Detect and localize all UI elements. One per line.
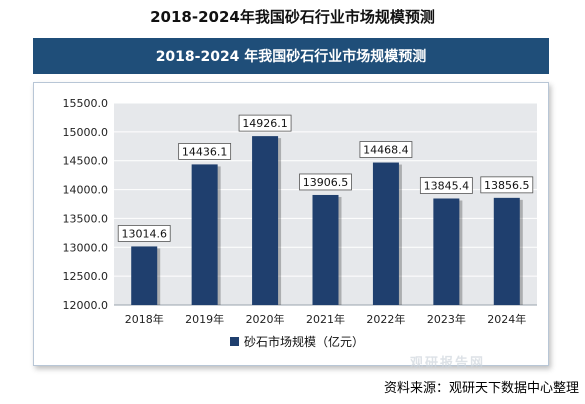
bar: [433, 198, 460, 305]
bar: [191, 164, 218, 305]
bar: [131, 246, 158, 305]
bar: [493, 197, 520, 305]
bar: [252, 136, 279, 305]
y-tick-label: 15500.0: [63, 97, 109, 110]
data-label-box: [238, 114, 292, 132]
chart-frame: 12000.0 12500.0 13000.0 13500.0 14000.0 14500…: [33, 82, 549, 366]
x-tick-label: 2021年: [306, 312, 345, 326]
x-tick-label: 2024年: [487, 312, 526, 326]
x-tick-label: 2018年: [125, 312, 164, 326]
bar: [372, 162, 399, 305]
x-tick-label: 2019年: [185, 312, 224, 326]
chart-banner: 2018-2024 年我国砂石行业市场规模预测: [33, 38, 549, 74]
data-label-box: [359, 141, 413, 158]
x-tick-label: 2020年: [246, 312, 285, 326]
data-label-box: [299, 173, 352, 191]
data-label: 14468.4: [363, 144, 409, 157]
legend-label: 砂石市场规模（亿元）: [244, 334, 364, 349]
data-label-box: [178, 143, 232, 160]
data-label-box: [117, 225, 171, 242]
page-title: 2018-2024年我国砂石行业市场规模预测: [150, 8, 435, 26]
data-label: 14926.1: [242, 117, 288, 130]
y-tick-label: 15000.0: [63, 126, 109, 139]
y-tick-label: 14000.0: [63, 184, 109, 197]
data-label: 14436.1: [182, 145, 228, 158]
y-tick-label: 12500.0: [63, 270, 109, 283]
source-note: 资料来源：观研天下数据中心整理: [383, 381, 579, 396]
y-tick-label: 12000.0: [63, 299, 109, 312]
y-tick-label: 13000.0: [63, 241, 109, 254]
watermark: 观研报告网: [410, 356, 486, 371]
bar: [312, 194, 339, 305]
bar-chart: 12000.0 12500.0 13000.0 13500.0 14000.0 14500…: [63, 97, 537, 349]
x-tick-label: 2022年: [366, 312, 405, 326]
x-tick-label: 2023年: [427, 312, 466, 326]
data-label: 13906.5: [303, 176, 349, 189]
data-label-box: [480, 176, 534, 194]
y-tick-label: 13500.0: [63, 212, 109, 225]
data-label: 13845.4: [424, 179, 470, 192]
data-label-box: [419, 177, 473, 194]
legend-swatch: [230, 337, 239, 346]
data-label: 13014.6: [121, 227, 167, 240]
data-label: 13856.5: [484, 179, 530, 192]
y-tick-label: 14500.0: [63, 155, 109, 168]
